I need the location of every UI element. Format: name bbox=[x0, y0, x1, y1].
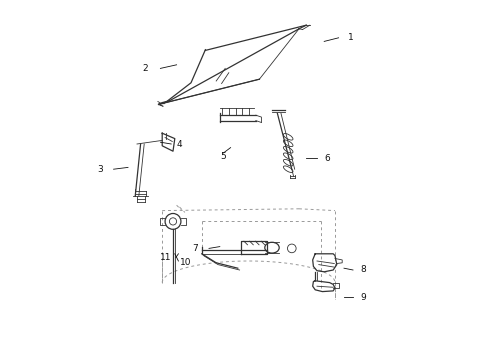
Text: 3: 3 bbox=[97, 165, 103, 174]
Text: 6: 6 bbox=[324, 154, 330, 163]
Text: 1: 1 bbox=[347, 33, 353, 42]
Text: 10: 10 bbox=[180, 258, 192, 267]
Text: 4: 4 bbox=[176, 140, 182, 149]
Text: 2: 2 bbox=[142, 64, 148, 73]
Text: 11: 11 bbox=[160, 253, 171, 262]
Text: 7: 7 bbox=[193, 244, 198, 253]
Text: 5: 5 bbox=[220, 152, 225, 161]
Text: 8: 8 bbox=[360, 266, 366, 275]
Text: 9: 9 bbox=[360, 292, 366, 302]
